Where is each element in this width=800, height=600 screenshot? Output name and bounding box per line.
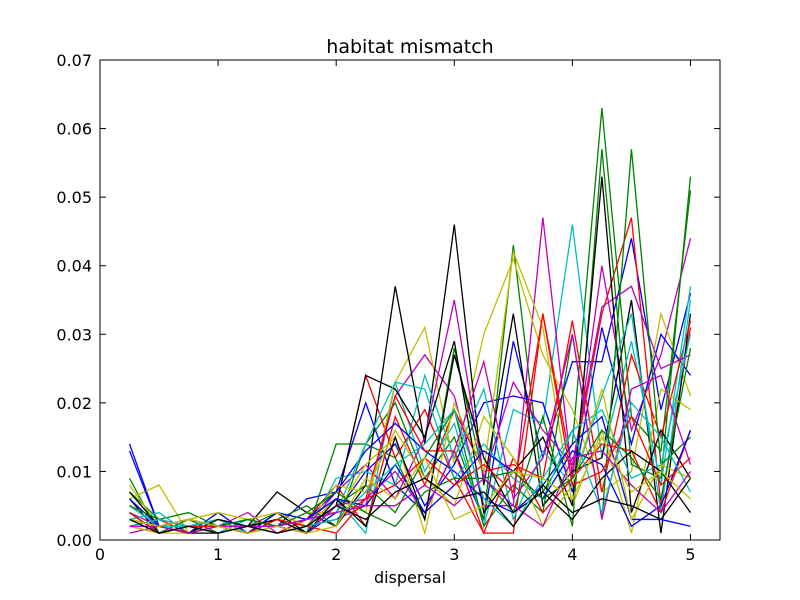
x-tick-label: 5 xyxy=(685,545,695,564)
x-axis: 0 1 2 3 4 5 xyxy=(95,60,696,564)
y-tick-label: 0.04 xyxy=(56,257,92,276)
y-tick-label: 0.06 xyxy=(56,120,92,139)
plot-area xyxy=(128,107,692,536)
y-tick-label: 0.01 xyxy=(56,462,92,481)
series-line-18 xyxy=(129,334,692,534)
y-tick-label: 0.05 xyxy=(56,188,92,207)
y-tick-label: 0.02 xyxy=(56,394,92,413)
series-line-28 xyxy=(129,477,692,534)
x-tick-label: 3 xyxy=(449,545,459,564)
chart-title: habitat mismatch xyxy=(326,36,493,58)
y-axis: 0.00 0.01 0.02 0.03 0.04 0.05 0.06 0.07 xyxy=(56,51,720,550)
x-tick-label: 0 xyxy=(95,545,105,564)
series-group xyxy=(128,107,692,536)
series-line-5 xyxy=(129,217,692,534)
series-line-4 xyxy=(129,224,692,535)
series-line-27 xyxy=(129,435,691,534)
y-tick-label: 0.03 xyxy=(56,325,92,344)
x-tick-label: 4 xyxy=(567,545,577,564)
x-axis-label: dispersal xyxy=(374,568,446,587)
y-tick-label: 0.00 xyxy=(56,531,92,550)
series-line-1 xyxy=(128,238,692,534)
series-line-23 xyxy=(129,347,692,528)
x-tick-label: 2 xyxy=(331,545,341,564)
series-line-26 xyxy=(129,450,692,534)
plot-frame xyxy=(99,59,721,541)
x-tick-label: 1 xyxy=(213,545,223,564)
y-tick-label: 0.07 xyxy=(56,51,92,70)
